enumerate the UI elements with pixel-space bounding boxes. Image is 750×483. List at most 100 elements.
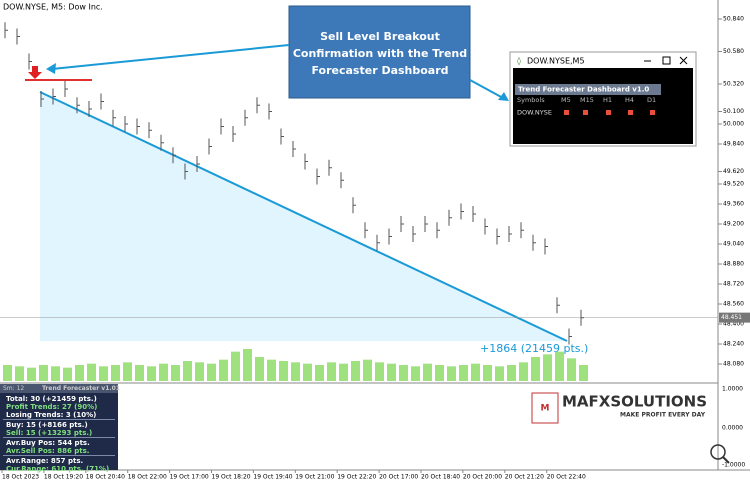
time-label: 19 Oct 22:20 [337, 474, 376, 481]
volume-bar [39, 365, 48, 381]
dashboard-header: H4 [625, 96, 634, 104]
arrow-head [498, 92, 509, 101]
dashboard-header: Symbols [517, 96, 545, 104]
volume-bar [435, 365, 444, 381]
volume-bar [111, 365, 120, 381]
volume-bar [3, 365, 12, 381]
y-tick-label: 50.840 [723, 16, 744, 23]
y-tick-label: 50.100 [723, 108, 744, 115]
volume-bar [171, 365, 180, 381]
volume-bar [411, 366, 420, 381]
y-tick-label: 49.520 [723, 181, 744, 188]
volume-bar [531, 357, 540, 381]
indicator-axis-label: 0.0000 [722, 425, 743, 432]
volume-bar [447, 366, 456, 381]
logo-name: MAFXSOLUTIONS [562, 393, 707, 411]
dashboard-header: M5 [561, 96, 571, 104]
stats-header-text: Sm: 12 [3, 385, 24, 392]
time-label: 19 Oct 21:00 [295, 474, 334, 481]
volume-bar [543, 354, 552, 381]
logo-icon: M [541, 404, 550, 414]
current-price-label: 48.451 [721, 314, 742, 321]
volume-bar [519, 362, 528, 381]
dashboard-panel [513, 68, 693, 144]
volume-bar [351, 361, 360, 381]
callout-text: Forecaster Dashboard [311, 64, 448, 77]
volume-bar [315, 365, 324, 381]
volume-bar [63, 367, 72, 381]
volume-bar [135, 365, 144, 381]
time-label: 20 Oct 17:00 [379, 474, 418, 481]
y-tick-label: 48.400 [723, 321, 744, 328]
trend-result: +1864 (21459 pts.) [480, 342, 588, 355]
window-title: DOW.NYSE,M5 [527, 57, 585, 66]
time-label: 20 Oct 20:00 [463, 474, 502, 481]
time-label: 18 Oct 2023 [2, 474, 39, 481]
volume-bar [375, 362, 384, 381]
close-button[interactable] [679, 56, 688, 65]
time-label: 20 Oct 22:40 [547, 474, 586, 481]
volume-bar [195, 362, 204, 381]
volume-bar [363, 359, 372, 381]
logo-tagline: MAKE PROFIT EVERY DAY [620, 412, 706, 419]
maximize-button[interactable] [662, 56, 671, 65]
stats-header [0, 384, 118, 393]
volume-bar [231, 351, 240, 381]
volume-bar [459, 365, 468, 381]
dashboard-header: M15 [580, 96, 594, 104]
y-tick-label: 49.040 [723, 241, 744, 248]
y-tick-label: 49.840 [723, 141, 744, 148]
chart-header: DOW.NYSE, M5: Dow Inc. [3, 3, 103, 12]
stats-line: Profit Trends: 27 (90%) [6, 403, 97, 411]
volume-bar [327, 362, 336, 381]
volume-bar [255, 357, 264, 381]
time-label: 20 Oct 21:20 [505, 474, 544, 481]
logo-mark [531, 392, 559, 424]
volume-bar [183, 361, 192, 381]
dashboard-row-symbol: DOW.NYSE [517, 109, 552, 117]
y-tick-label: 48.240 [723, 341, 744, 348]
stats-line: Avr.Range: 857 pts. [6, 457, 83, 465]
time-label: 18 Oct 19:20 [44, 474, 83, 481]
callout-box [288, 5, 471, 99]
volume-bar [159, 363, 168, 381]
volume-bar [579, 365, 588, 381]
y-tick-label: 49.200 [723, 221, 744, 228]
stats-line: Losing Trends: 3 (10%) [6, 411, 96, 419]
time-label: 19 Oct 19:40 [253, 474, 292, 481]
volume-bar [219, 359, 228, 381]
signal-cell [650, 110, 655, 115]
stats-header-text: Trend Forecaster v1.01 [42, 385, 120, 392]
volume-bar [339, 363, 348, 381]
volume-bar [51, 366, 60, 381]
y-tick-label: 48.560 [723, 301, 744, 308]
zoom-button[interactable] [710, 444, 726, 460]
trend-line [39, 91, 568, 342]
time-label: 19 Oct 18:20 [212, 474, 251, 481]
window-icon: ◊ [517, 57, 521, 66]
stats-line: Avr.Buy Pos: 544 pts. [6, 439, 90, 447]
stats-line: Total: 30 (+21459 pts.) [6, 395, 97, 403]
volume-bar [567, 358, 576, 381]
callout-text: Sell Level Breakout [320, 30, 440, 43]
dashboard-title: Trend Forecaster Dashboard v1.0 [518, 86, 649, 94]
dashboard-title-bar [515, 84, 661, 95]
y-tick-label: 49.360 [723, 201, 744, 208]
dashboard-header: D1 [647, 96, 656, 104]
volume-bar [243, 349, 252, 381]
volume-bar [423, 363, 432, 381]
y-tick-label: 49.620 [723, 168, 744, 175]
volume-bar [303, 363, 312, 381]
volume-bar [495, 366, 504, 381]
stats-line: Sell: 15 (+13293 pts.) [6, 429, 92, 437]
y-tick-label: 48.880 [723, 261, 744, 268]
signal-cell [628, 110, 633, 115]
volume-bar [399, 365, 408, 381]
zoom-handle[interactable] [722, 456, 730, 464]
volume-bar [555, 351, 564, 381]
volume-bar [123, 362, 132, 381]
y-tick-label: 50.000 [723, 121, 744, 128]
volume-bar [87, 363, 96, 381]
y-tick-label: 48.720 [723, 281, 744, 288]
